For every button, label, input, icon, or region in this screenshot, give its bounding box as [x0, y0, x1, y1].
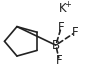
- Text: F: F: [72, 26, 79, 39]
- Text: F: F: [56, 54, 63, 67]
- Text: K: K: [59, 2, 67, 15]
- Text: F: F: [58, 21, 65, 34]
- Text: +: +: [64, 0, 71, 9]
- Text: B: B: [52, 39, 60, 52]
